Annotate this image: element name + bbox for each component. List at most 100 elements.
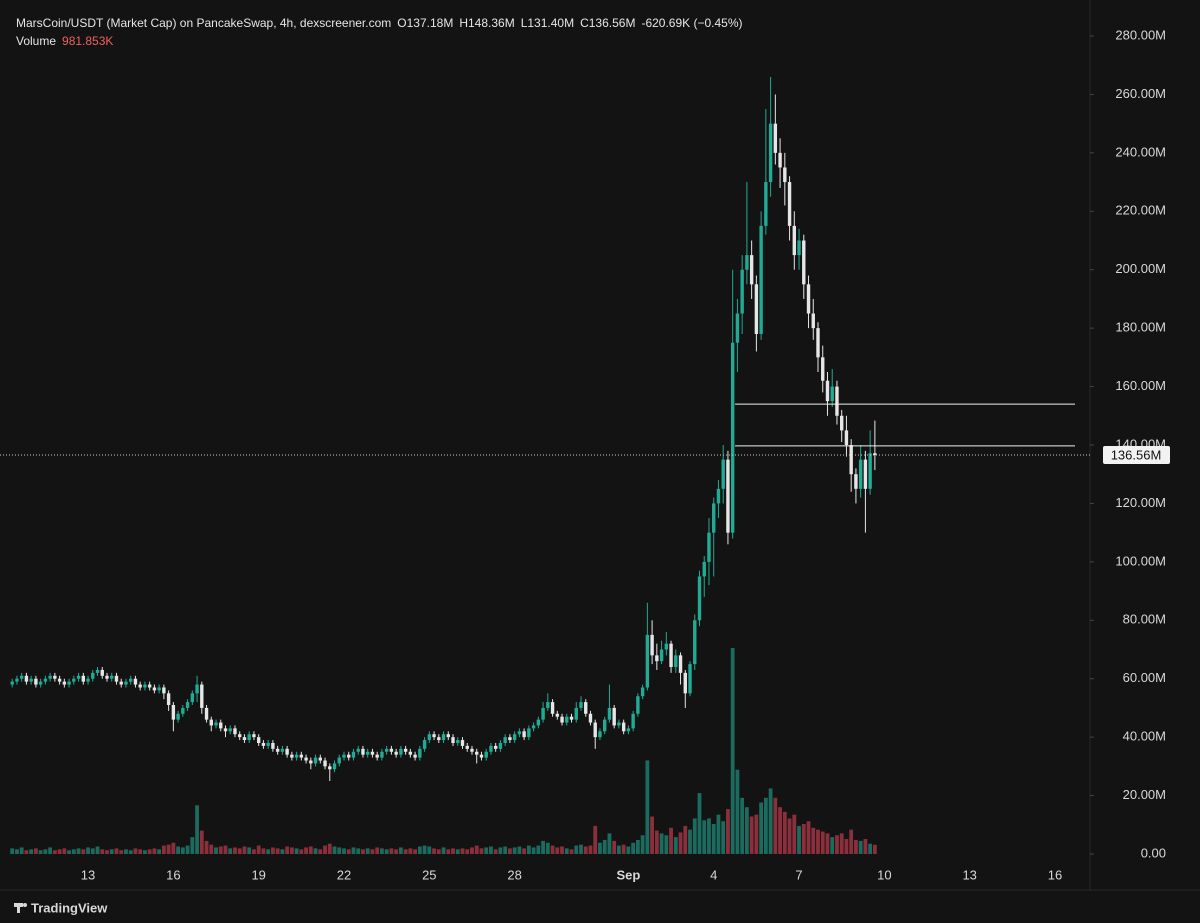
- candle-body: [806, 284, 811, 314]
- candle-body: [403, 748, 408, 752]
- volume-bar: [29, 849, 34, 854]
- y-tick-label: 100.00M: [1115, 553, 1166, 568]
- candle-body: [152, 687, 157, 691]
- candle-body: [209, 719, 213, 726]
- volume-bar: [621, 844, 626, 854]
- volume-bar: [166, 844, 171, 854]
- candle-body: [745, 255, 749, 270]
- volume-bar: [645, 760, 650, 854]
- candle-body: [716, 488, 721, 504]
- volume-bar: [133, 848, 138, 854]
- candle-body: [674, 655, 678, 668]
- candle-layer: [10, 76, 877, 781]
- candle-body: [323, 760, 327, 767]
- volume-bar: [820, 831, 825, 854]
- volume-bar: [446, 849, 451, 854]
- volume-bar: [688, 829, 692, 854]
- volume-bar: [275, 848, 280, 854]
- candle-body: [565, 716, 569, 723]
- candle-body: [584, 702, 588, 714]
- y-tick-label: 240.00M: [1115, 144, 1166, 159]
- volume-bar: [583, 846, 588, 854]
- candle-body: [219, 722, 223, 729]
- candle-body: [285, 748, 289, 755]
- candle-body: [166, 693, 171, 706]
- candle-body: [849, 445, 853, 475]
- candle-body: [427, 734, 432, 741]
- volume-bar: [801, 824, 806, 854]
- ohlc-item: H148.36M: [459, 16, 515, 30]
- candle-body: [574, 707, 578, 720]
- candle-body: [53, 675, 57, 679]
- candle-body: [408, 751, 413, 755]
- volume-bar: [100, 849, 105, 854]
- candle-body: [456, 740, 460, 743]
- volume-bar: [318, 849, 323, 854]
- volume-bar: [451, 848, 455, 854]
- volume-bar: [768, 788, 773, 854]
- volume-bar: [792, 814, 797, 854]
- ohlc-item: -620.69K (−0.45%): [641, 16, 743, 30]
- candle-body: [797, 240, 801, 256]
- candle-body: [380, 751, 384, 758]
- volume-bar: [484, 847, 489, 854]
- candle-body: [185, 702, 190, 708]
- volume-bar: [247, 847, 252, 854]
- volume-bar: [763, 797, 768, 854]
- volume-bar: [588, 845, 593, 854]
- candle-body: [721, 459, 725, 489]
- candle-body: [441, 734, 446, 741]
- candle-body: [811, 313, 815, 329]
- candle-body: [621, 722, 626, 732]
- volume-bar: [209, 844, 214, 854]
- candle-body: [91, 672, 95, 679]
- volume-bar: [489, 846, 493, 854]
- candle-body: [437, 737, 441, 741]
- volume-bar: [659, 833, 664, 854]
- candle-body: [110, 675, 114, 679]
- candle-body: [773, 123, 778, 153]
- candle-body: [664, 643, 669, 650]
- volume-bar: [204, 840, 209, 854]
- title: MarsCoin/USDT (Market Cap) on PancakeSwa…: [16, 16, 392, 30]
- volume-bar: [161, 845, 166, 854]
- candle-body: [313, 757, 318, 764]
- volume-bar: [849, 829, 854, 854]
- candle-body: [238, 734, 242, 738]
- candle-body: [275, 748, 280, 752]
- candle-body: [712, 503, 716, 533]
- volume-bar: [346, 849, 351, 854]
- volume-bar: [863, 839, 868, 854]
- candle-body: [465, 745, 469, 749]
- volume-bar: [526, 845, 531, 854]
- volume-bar: [280, 849, 285, 854]
- candle-body: [351, 751, 356, 758]
- volume-bar: [598, 842, 602, 854]
- candle-body: [484, 751, 488, 758]
- volume-bar: [868, 843, 873, 854]
- candle-body: [147, 684, 152, 688]
- volume-bar: [176, 846, 180, 854]
- volume-bar: [128, 850, 133, 854]
- volume-bar: [635, 839, 640, 854]
- volume-bar: [522, 848, 527, 854]
- volume-line: Volume 981.853K: [16, 32, 755, 50]
- volume-bar: [109, 849, 114, 854]
- x-tick-label: 10: [877, 867, 891, 882]
- volume-bar: [839, 833, 844, 854]
- volume-bar: [512, 847, 517, 854]
- candle-body: [266, 742, 270, 746]
- x-tick-label: 16: [1048, 867, 1062, 882]
- volume-bar: [593, 825, 598, 854]
- volume-bar: [171, 842, 176, 854]
- volume-bar: [787, 818, 792, 854]
- candle-body: [432, 734, 436, 738]
- candle-body: [607, 707, 612, 720]
- candle-body: [678, 655, 683, 673]
- volume-bar: [631, 842, 636, 854]
- candle-body: [29, 678, 33, 682]
- volume-bar: [337, 847, 342, 854]
- candle-body: [650, 634, 654, 656]
- volume-label: Volume: [16, 34, 57, 48]
- volume-bar: [503, 846, 508, 854]
